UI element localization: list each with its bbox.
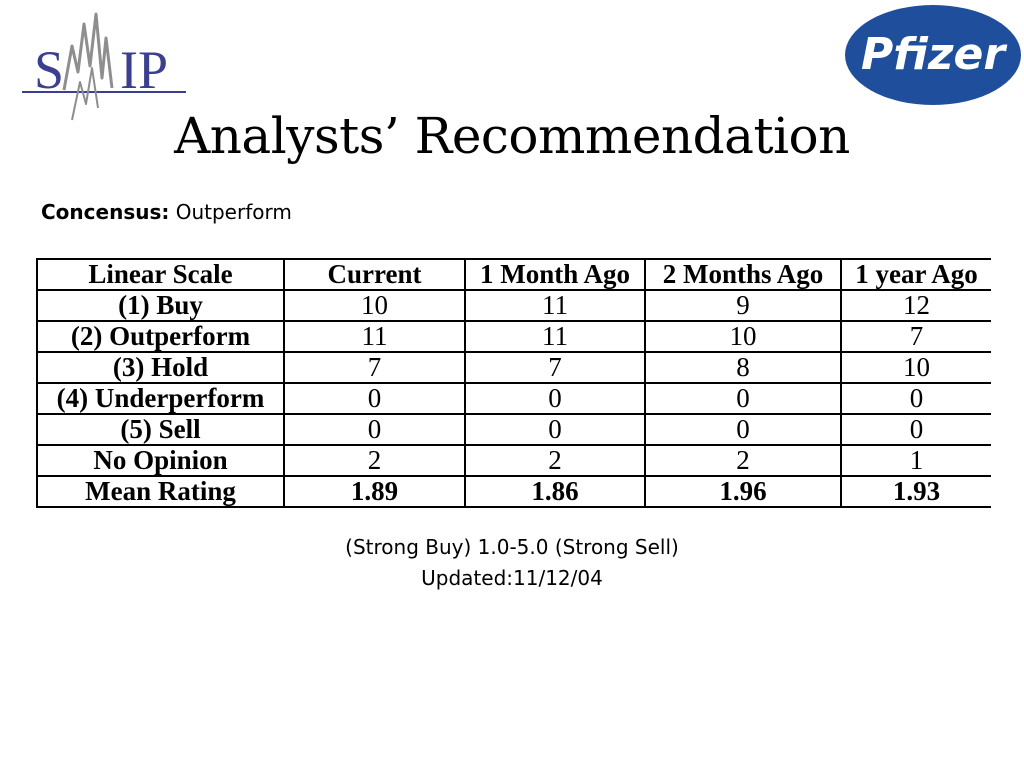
table-row: (3) Hold 7 7 8 10 <box>36 352 991 384</box>
pfizer-logo: Pfizer <box>845 5 1021 105</box>
table-cell: 0 <box>464 414 645 446</box>
table-cell: 10 <box>644 321 841 353</box>
row-label: (4) Underperform <box>36 383 284 415</box>
table-cell: 8 <box>644 352 841 384</box>
column-header: 1 year Ago <box>840 258 991 291</box>
scale-note: (Strong Buy) 1.0-5.0 (Strong Sell) <box>345 535 679 559</box>
column-header: 2 Months Ago <box>644 258 841 291</box>
table-cell: 0 <box>840 383 991 415</box>
row-label: (5) Sell <box>36 414 284 446</box>
table-cell: 2 <box>283 445 465 477</box>
row-label: (1) Buy <box>36 290 284 322</box>
smip-logo-s: S <box>34 40 64 100</box>
pfizer-logo-wordmark: Pfizer <box>861 29 1007 80</box>
table-cell: 1.93 <box>840 476 991 508</box>
table-cell: 10 <box>840 352 991 384</box>
smip-logo-ip: IP <box>120 40 168 100</box>
pfizer-logo-oval <box>845 5 1021 105</box>
table-cell: 7 <box>283 352 465 384</box>
row-label: (3) Hold <box>36 352 284 384</box>
row-label: (2) Outperform <box>36 321 284 353</box>
table-row: (4) Underperform 0 0 0 0 <box>36 383 991 415</box>
recommendation-table: Linear Scale Current 1 Month Ago 2 Month… <box>36 258 991 508</box>
table-cell: 0 <box>840 414 991 446</box>
table-cell: 1 <box>840 445 991 477</box>
column-header: Linear Scale <box>36 258 284 291</box>
column-header: 1 Month Ago <box>464 258 645 291</box>
table-cell: 11 <box>464 321 645 353</box>
table-cell: 0 <box>644 414 841 446</box>
table-cell: 11 <box>283 321 465 353</box>
table-row: (5) Sell 0 0 0 0 <box>36 414 991 446</box>
table-cell: 0 <box>644 383 841 415</box>
table-row: (1) Buy 10 11 9 12 <box>36 290 991 322</box>
table-cell: 10 <box>283 290 465 322</box>
table-cell: 7 <box>464 352 645 384</box>
table-cell: 9 <box>644 290 841 322</box>
table-cell: 0 <box>283 383 465 415</box>
consensus: Concensus: Outperform <box>41 199 292 225</box>
table-cell: 2 <box>464 445 645 477</box>
table-cell: 1.89 <box>283 476 465 508</box>
table-cell: 7 <box>840 321 991 353</box>
table-row: No Opinion 2 2 2 1 <box>36 445 991 477</box>
table-row: (2) Outperform 11 11 10 7 <box>36 321 991 353</box>
row-label: No Opinion <box>36 445 284 477</box>
table-header-row: Linear Scale Current 1 Month Ago 2 Month… <box>36 258 991 291</box>
updated-date: Updated:11/12/04 <box>421 566 603 590</box>
table-cell: 1.86 <box>464 476 645 508</box>
smip-logo: S IP <box>22 12 186 121</box>
table-cell: 12 <box>840 290 991 322</box>
table-cell: 11 <box>464 290 645 322</box>
row-label: Mean Rating <box>36 476 284 508</box>
table-cell: 2 <box>644 445 841 477</box>
table-row-mean-rating: Mean Rating 1.89 1.86 1.96 1.93 <box>36 476 991 508</box>
consensus-label: Concensus: <box>41 200 170 224</box>
table-cell: 0 <box>283 414 465 446</box>
table-cell: 1.96 <box>644 476 841 508</box>
table-cell: 0 <box>464 383 645 415</box>
consensus-value: Outperform <box>175 200 292 224</box>
column-header: Current <box>283 258 465 291</box>
page-title: Analysts’ Recommendation <box>174 107 850 165</box>
smip-logo-wave <box>62 12 114 91</box>
smip-logo-wave-tail <box>71 67 99 121</box>
